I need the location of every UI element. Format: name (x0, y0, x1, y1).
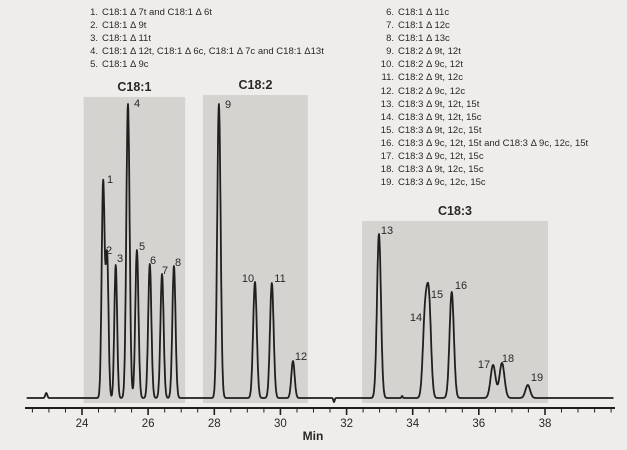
legend-item-text: C18:1 Δ 11c (398, 7, 450, 18)
peak-label-4: 4 (134, 98, 140, 110)
peak-label-17: 17 (478, 359, 490, 371)
legend-item-text: C18:3 Δ 9c, 12t, 15t and C18:3 Δ 9c, 12c… (398, 137, 589, 149)
peak-label-2: 2 (106, 245, 112, 257)
legend-item-text: C18:3 Δ 9t, 12c, 15t (398, 124, 482, 136)
legend-item: 5. C18:1 Δ 9c (84, 58, 324, 71)
legend-item-number: 15. (380, 124, 394, 136)
legend-item: 15. C18:3 Δ 9t, 12c, 15t (375, 124, 588, 137)
legend-item: 10. C18:2 Δ 9c, 12t (375, 58, 588, 71)
peak-label-15: 15 (431, 289, 443, 301)
peak-label-3: 3 (117, 253, 123, 265)
x-axis-tick-label: 38 (539, 418, 552, 430)
peak-label-6: 6 (150, 255, 156, 267)
legend-item-number: 12. (380, 85, 394, 97)
x-axis-tick-label: 36 (472, 418, 485, 430)
region-title-C18:1: C18:1 (117, 80, 151, 94)
legend-item-text: C18:1 Δ 9t (102, 20, 147, 32)
legend-item-number: 6. (386, 7, 394, 18)
legend-item-number: 7. (386, 20, 394, 32)
legend-item: 17. C18:3 Δ 9c, 12t, 15c (375, 150, 588, 163)
legend-item-text: C18:2 Δ 9c, 12c (398, 85, 466, 97)
peak-label-12: 12 (295, 351, 307, 363)
legend-item-number: 3. (90, 33, 98, 45)
legend-item: 11. C18:2 Δ 9t, 12c (375, 71, 588, 84)
legend-item-number: 18. (380, 164, 394, 176)
peak-label-16: 16 (455, 280, 467, 292)
legend-item-number: 11. (381, 72, 394, 84)
legend-left: 1. C18:1 Δ 7t and C18:1 Δ 6t 2. C18:1 Δ 9t 3… (84, 6, 324, 71)
legend-item-number: 2. (90, 20, 98, 32)
peak-label-18: 18 (502, 353, 514, 365)
chromatogram-trace (26, 103, 614, 403)
x-axis-tick-label: 26 (142, 418, 155, 430)
legend-item-number: 10. (380, 59, 394, 71)
legend-item-text: C18:2 Δ 9t, 12t (398, 46, 461, 58)
legend-item-text: C18:3 Δ 9c, 12c, 15c (398, 177, 486, 189)
legend-item-number: 14. (380, 111, 394, 123)
x-axis-title: Min (303, 429, 324, 443)
legend-item: 16. C18:3 Δ 9c, 12t, 15t and C18:3 Δ 9c, … (375, 137, 588, 150)
legend-item: 3. C18:1 Δ 11t (84, 32, 324, 45)
peak-label-19: 19 (531, 372, 543, 384)
legend-item-number: 5. (90, 59, 98, 71)
peak-label-9: 9 (225, 99, 231, 111)
peak-label-5: 5 (139, 241, 145, 253)
legend-item-number: 19. (380, 177, 394, 189)
legend-item: 6. C18:1 Δ 11c (375, 6, 588, 19)
x-axis-tick-label: 30 (274, 418, 287, 430)
legend-item-text: C18:1 Δ 7t and C18:1 Δ 6t (102, 7, 212, 18)
legend-item-text: C18:1 Δ 11t (102, 33, 151, 45)
peak-label-11: 11 (274, 273, 285, 285)
peak-label-10: 10 (242, 273, 254, 285)
legend-item-text: C18:1 Δ 12c (398, 20, 450, 32)
legend-item: 12. C18:2 Δ 9c, 12c (375, 85, 588, 98)
legend-item-text: C18:3 Δ 9t, 12t, 15c (398, 111, 482, 123)
legend-item: 9. C18:2 Δ 9t, 12t (375, 45, 588, 58)
legend-item-text: C18:3 Δ 9c, 12t, 15c (398, 151, 484, 163)
peak-label-1: 1 (107, 174, 113, 186)
legend-item-number: 16. (380, 137, 394, 149)
legend-item-text: C18:1 Δ 12t, C18:1 Δ 6c, C18:1 Δ 7c and … (102, 46, 324, 58)
peak-label-7: 7 (162, 265, 168, 277)
legend-item: 4. C18:1 Δ 12t, C18:1 Δ 6c, C18:1 Δ 7c an… (84, 45, 324, 58)
x-axis-tick-label: 34 (406, 418, 419, 430)
legend-item-text: C18:1 Δ 9c (102, 59, 149, 71)
legend-item: 8. C18:1 Δ 13c (375, 32, 588, 45)
peak-label-13: 13 (381, 225, 393, 237)
legend-item-text: C18:3 Δ 9t, 12t, 15t (398, 98, 480, 110)
legend-item: 1. C18:1 Δ 7t and C18:1 Δ 6t (84, 6, 324, 19)
legend-item-number: 13. (380, 98, 394, 110)
legend-item: 14. C18:3 Δ 9t, 12t, 15c (375, 111, 588, 124)
region-title-C18:2: C18:2 (238, 78, 272, 92)
legend-item-text: C18:2 Δ 9t, 12c (398, 72, 463, 84)
x-axis-tick-label: 32 (340, 418, 353, 430)
legend-item-number: 9. (386, 46, 394, 58)
legend-item: 19. C18:3 Δ 9c, 12c, 15c (375, 176, 588, 189)
legend-item: 13. C18:3 Δ 9t, 12t, 15t (375, 98, 588, 111)
legend-item-text: C18:1 Δ 13c (398, 33, 450, 45)
peak-label-8: 8 (175, 257, 181, 269)
legend-item: 2. C18:1 Δ 9t (84, 19, 324, 32)
x-axis-tick-label: 28 (208, 418, 221, 430)
legend-item: 18. C18:3 Δ 9t, 12c, 15c (375, 163, 588, 176)
legend-right: 6. C18:1 Δ 11c 7. C18:1 Δ 12c 8. C18:1 Δ 13c 9… (375, 6, 588, 189)
peak-label-14: 14 (410, 312, 422, 324)
legend-item-number: 4. (90, 46, 98, 58)
x-axis-tick-label: 24 (76, 418, 89, 430)
region-title-C18:3: C18:3 (438, 204, 472, 218)
legend-item-number: 1. (90, 7, 98, 18)
legend-item-text: C18:2 Δ 9c, 12t (398, 59, 463, 71)
legend-item-number: 17. (380, 151, 394, 163)
legend-item-text: C18:3 Δ 9t, 12c, 15c (398, 164, 484, 176)
legend-item: 7. C18:1 Δ 12c (375, 19, 588, 32)
legend-item-number: 8. (386, 33, 394, 45)
